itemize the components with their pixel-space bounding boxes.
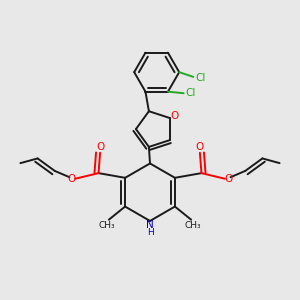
Text: O: O — [67, 174, 76, 184]
Text: CH₃: CH₃ — [99, 221, 116, 230]
Text: H: H — [147, 228, 153, 237]
Text: Cl: Cl — [195, 74, 205, 83]
Text: O: O — [224, 174, 233, 184]
Text: O: O — [97, 142, 105, 152]
Text: O: O — [170, 112, 178, 122]
Text: O: O — [195, 142, 203, 152]
Text: CH₃: CH₃ — [184, 221, 201, 230]
Text: Cl: Cl — [185, 88, 196, 98]
Text: N: N — [146, 220, 154, 230]
